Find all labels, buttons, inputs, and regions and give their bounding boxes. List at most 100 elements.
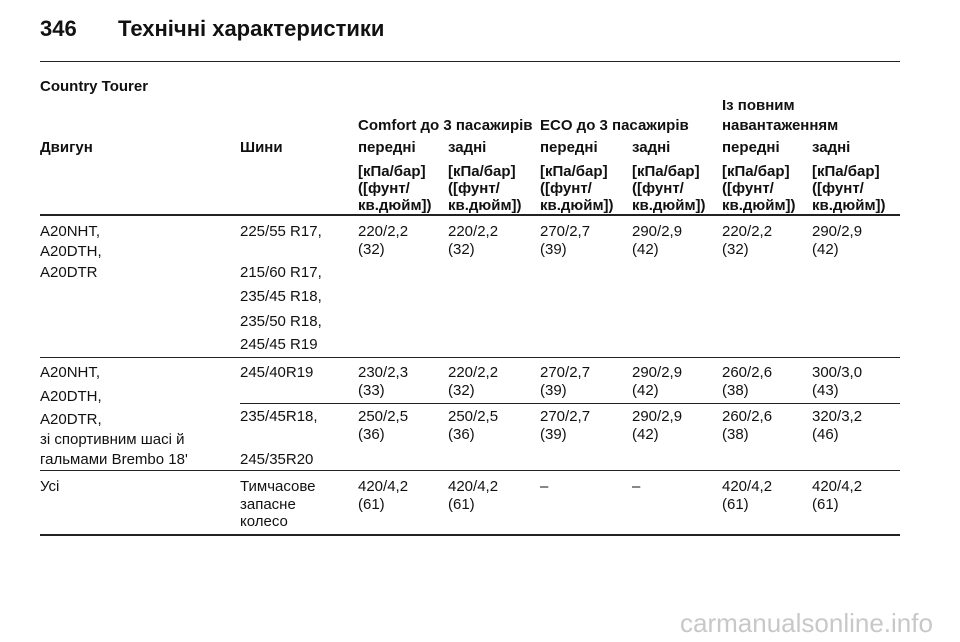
pressure-value: (32): [358, 241, 385, 258]
unit-label: ([фунт/: [812, 180, 864, 197]
pressure-value: (38): [722, 382, 749, 399]
pressure-value: 290/2,9: [632, 223, 683, 240]
pressure-value: (61): [722, 496, 749, 513]
group-header: Comfort до 3 пасажирів: [358, 117, 533, 134]
page-title: Технічні характеристики: [118, 16, 385, 41]
pressure-value: 420/4,2: [812, 478, 863, 495]
pressure-value: (61): [448, 496, 475, 513]
group-header: ECO до 3 пасажирів: [540, 117, 689, 134]
pressure-value: 250/2,5: [358, 408, 409, 425]
unit-label: [кПа/бар]: [722, 163, 790, 180]
unit-label: кв.дюйм]): [632, 197, 706, 214]
unit-label: [кПа/бар]: [632, 163, 700, 180]
engine: A20NHT,: [40, 364, 101, 381]
pressure-value: (61): [358, 496, 385, 513]
pressure-value: (32): [448, 382, 475, 399]
unit-label: [кПа/бар]: [358, 163, 426, 180]
engine: A20DTR,: [40, 411, 102, 428]
pressure-value: 250/2,5: [448, 408, 499, 425]
tyre-size: 215/60 R17,: [240, 264, 322, 281]
group-header: навантаженням: [722, 117, 839, 134]
pressure-value: –: [540, 478, 549, 495]
column-header: Двигун: [40, 139, 93, 156]
tyre-size: колесо: [240, 513, 288, 530]
pressure-value: 270/2,7: [540, 408, 591, 425]
engine: A20DTH,: [40, 388, 102, 405]
pressure-value: 220/2,2: [448, 364, 499, 381]
page-number: 346: [40, 16, 77, 41]
header-rule: [40, 61, 900, 62]
column-header: Шини: [240, 139, 283, 156]
pressure-value: 230/2,3: [358, 364, 409, 381]
pressure-value: 220/2,2: [722, 223, 773, 240]
unit-label: ([фунт/: [448, 180, 500, 197]
pressure-value: 260/2,6: [722, 364, 773, 381]
unit-label: ([фунт/: [722, 180, 774, 197]
pressure-value: 290/2,9: [812, 223, 863, 240]
pressure-value: (42): [812, 241, 839, 258]
tyre-size: 245/45 R19: [240, 336, 318, 353]
unit-label: [кПа/бар]: [812, 163, 880, 180]
tyre-size: 245/40R19: [240, 364, 314, 381]
pressure-value: 260/2,6: [722, 408, 773, 425]
table-rule: [40, 214, 900, 216]
unit-label: ([фунт/: [358, 180, 410, 197]
unit-label: кв.дюйм]): [358, 197, 432, 214]
group-header: Із повним: [722, 97, 795, 114]
pressure-value: 300/3,0: [812, 364, 863, 381]
pressure-value: (39): [540, 382, 567, 399]
pressure-value: (38): [722, 426, 749, 443]
column-header: передні: [358, 139, 416, 156]
pressure-value: (42): [632, 426, 659, 443]
pressure-value: (32): [722, 241, 749, 258]
tyre-size: Тимчасове: [240, 478, 316, 495]
tyre-size: 235/50 R18,: [240, 313, 322, 330]
pressure-value: (36): [448, 426, 475, 443]
pressure-value: (39): [540, 426, 567, 443]
pressure-value: (43): [812, 382, 839, 399]
watermark: carmanualsonline.info: [680, 608, 933, 638]
pressure-value: 270/2,7: [540, 223, 591, 240]
tyre-size: 235/45 R18,: [240, 288, 322, 305]
unit-label: кв.дюйм]): [812, 197, 886, 214]
pressure-value: –: [632, 478, 641, 495]
engine: зі спортивним шасі й: [40, 431, 185, 448]
column-header: задні: [632, 139, 671, 156]
pressure-value: (32): [448, 241, 475, 258]
pressure-value: (42): [632, 241, 659, 258]
pressure-value: 290/2,9: [632, 364, 683, 381]
table-rule: [40, 357, 900, 358]
tyre-size: 245/35R20: [240, 451, 314, 468]
column-header: передні: [540, 139, 598, 156]
tyre-size: запасне: [240, 496, 296, 513]
tyre-size: 225/55 R17,: [240, 223, 322, 240]
unit-label: кв.дюйм]): [540, 197, 614, 214]
tyre-size: 235/45R18,: [240, 408, 318, 425]
unit-label: ([фунт/: [540, 180, 592, 197]
pressure-value: 320/3,2: [812, 408, 863, 425]
section-title: Country Tourer: [40, 78, 149, 95]
pressure-value: 220/2,2: [448, 223, 499, 240]
engine: A20DTR: [40, 264, 98, 281]
unit-label: [кПа/бар]: [540, 163, 608, 180]
column-header: задні: [812, 139, 851, 156]
unit-label: [кПа/бар]: [448, 163, 516, 180]
pressure-value: 420/4,2: [448, 478, 499, 495]
column-header: задні: [448, 139, 487, 156]
table-rule: [40, 470, 900, 471]
unit-label: кв.дюйм]): [722, 197, 796, 214]
pressure-value: (39): [540, 241, 567, 258]
engine: Усі: [40, 478, 60, 495]
pressure-value: (33): [358, 382, 385, 399]
pressure-value: 290/2,9: [632, 408, 683, 425]
pressure-value: (42): [632, 382, 659, 399]
pressure-value: (36): [358, 426, 385, 443]
table-rule: [40, 534, 900, 536]
pressure-value: (61): [812, 496, 839, 513]
engine: A20NHT,: [40, 223, 101, 240]
pressure-value: 220/2,2: [358, 223, 409, 240]
pressure-value: 270/2,7: [540, 364, 591, 381]
unit-label: ([фунт/: [632, 180, 684, 197]
pressure-value: 420/4,2: [722, 478, 773, 495]
